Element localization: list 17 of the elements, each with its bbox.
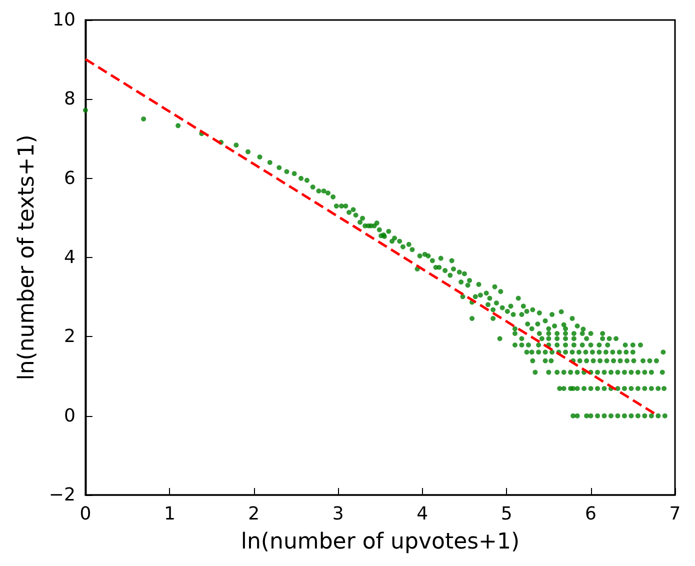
y-tick-label: 8 bbox=[64, 88, 76, 110]
y-axis-title: ln(number of texts+1) bbox=[14, 134, 40, 380]
x-tick-label: 5 bbox=[500, 504, 512, 524]
x-tick-label: 1 bbox=[164, 504, 176, 524]
x-tick-label: 3 bbox=[332, 504, 344, 524]
y-tick-label: 10 bbox=[52, 10, 76, 30]
x-tick-label: 2 bbox=[248, 504, 260, 524]
y-tick-label: 2 bbox=[64, 326, 76, 348]
y-tick-label: 4 bbox=[64, 247, 76, 268]
x-axis-title: ln(number of upvotes+1) bbox=[240, 530, 520, 554]
y-tick-label: 0 bbox=[64, 405, 76, 426]
x-tick-label: 4 bbox=[416, 504, 428, 524]
y-tick-label: −2 bbox=[48, 484, 76, 506]
x-tick-label: 7 bbox=[669, 504, 681, 524]
x-tick-label: 0 bbox=[80, 504, 92, 524]
y-tick-label: 6 bbox=[64, 168, 76, 189]
x-tick-label: 6 bbox=[585, 504, 597, 524]
